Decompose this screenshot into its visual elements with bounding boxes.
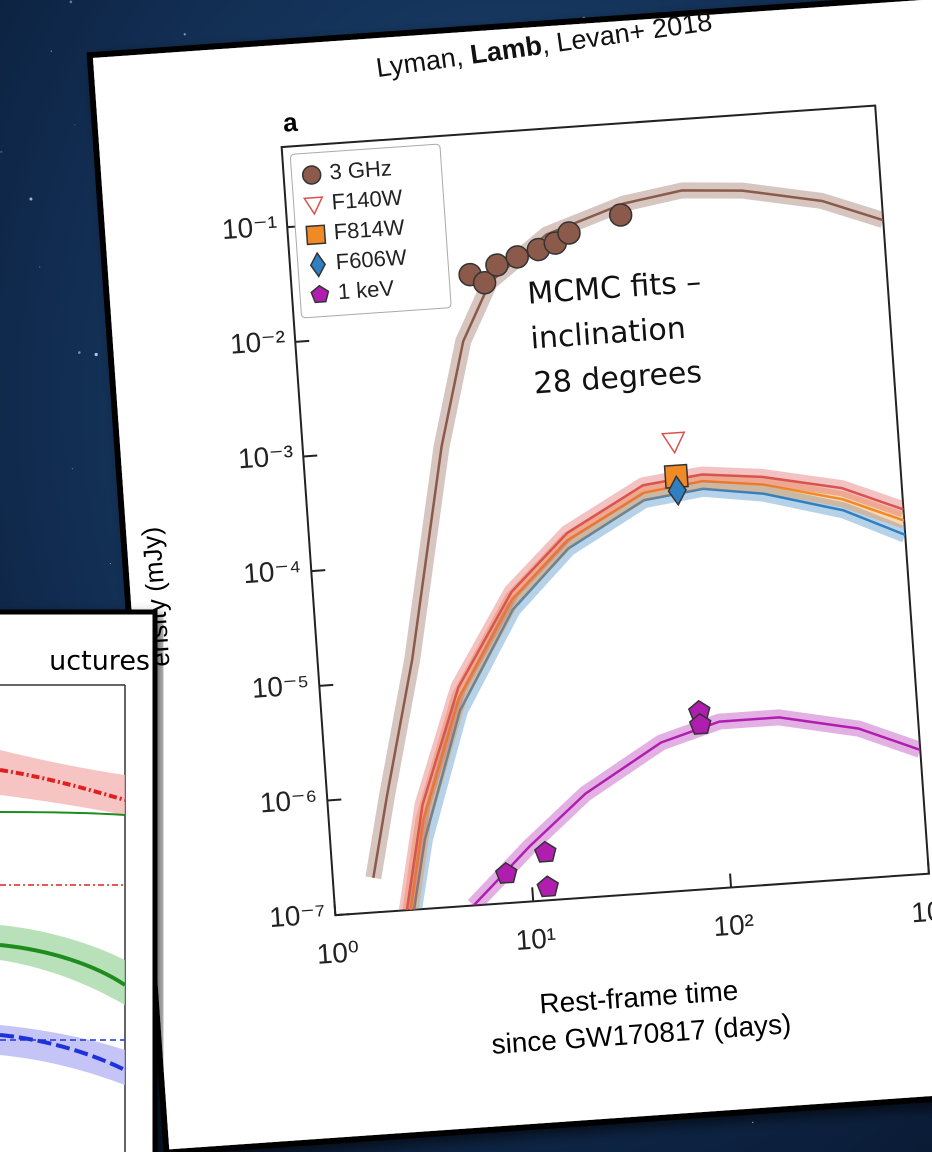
- y-tick: [303, 456, 317, 457]
- star: [72, 468, 73, 469]
- y-tick: [295, 341, 309, 342]
- y-tick: [311, 570, 325, 571]
- y-tick: [335, 914, 349, 915]
- x-tick-label: 10¹: [515, 922, 558, 956]
- y-tick-label: 10⁻⁵: [251, 669, 311, 704]
- slide: Lyman, Lamb, Levan+ 2018 a 10⁻⁷10⁻⁶10⁻⁵1…: [0, 0, 932, 1152]
- x-tick: [928, 860, 929, 874]
- x-tick-label: 10⁰: [316, 936, 360, 970]
- x-tick-label: 10²: [712, 908, 755, 942]
- star: [110, 563, 111, 564]
- y-tick: [327, 800, 341, 801]
- legend-label: 1 keV: [337, 275, 395, 304]
- card-frame: [90, 0, 932, 1152]
- inset-chart: uctures: [0, 612, 155, 1152]
- star: [51, 51, 52, 52]
- star: [95, 353, 98, 356]
- marker: [485, 253, 508, 276]
- star: [752, 1122, 753, 1123]
- y-tick-label: 10⁻⁷: [268, 898, 326, 933]
- star: [184, 33, 186, 35]
- legend-marker: [306, 225, 325, 244]
- y-tick-label: 10⁻²: [229, 325, 286, 360]
- star: [70, 1, 73, 4]
- legend-label: F140W: [331, 185, 404, 215]
- legend-label: 3 GHz: [329, 155, 393, 184]
- x-tick: [730, 874, 731, 888]
- page: Lyman, Lamb, Levan+ 2018 a 10⁻⁷10⁻⁶10⁻⁵1…: [0, 0, 932, 1152]
- star: [74, 124, 75, 125]
- marker: [557, 221, 580, 244]
- star: [29, 197, 32, 200]
- legend-marker: [302, 165, 321, 184]
- y-tick-label: 10⁻³: [237, 440, 294, 475]
- chart-card: Lyman, Lamb, Levan+ 2018 a 10⁻⁷10⁻⁶10⁻⁵1…: [89, 0, 932, 1152]
- marker: [609, 203, 632, 226]
- panel-label: a: [282, 107, 299, 138]
- x-tick: [334, 901, 335, 915]
- x-tick: [532, 887, 533, 901]
- inset-title: uctures: [49, 646, 150, 677]
- marker: [505, 245, 528, 268]
- y-tick-label: 10⁻¹: [221, 210, 278, 245]
- y-tick-label: 10⁻⁶: [259, 784, 318, 819]
- legend-label: F814W: [333, 214, 406, 244]
- y-tick-label: 10⁻⁴: [242, 554, 302, 589]
- star: [0, 151, 2, 153]
- star: [78, 351, 81, 354]
- x-tick-label: 10³: [910, 895, 932, 929]
- legend-label: F606W: [335, 244, 408, 274]
- star: [39, 266, 41, 268]
- y-tick: [319, 685, 333, 686]
- inset-frame: [0, 612, 155, 1152]
